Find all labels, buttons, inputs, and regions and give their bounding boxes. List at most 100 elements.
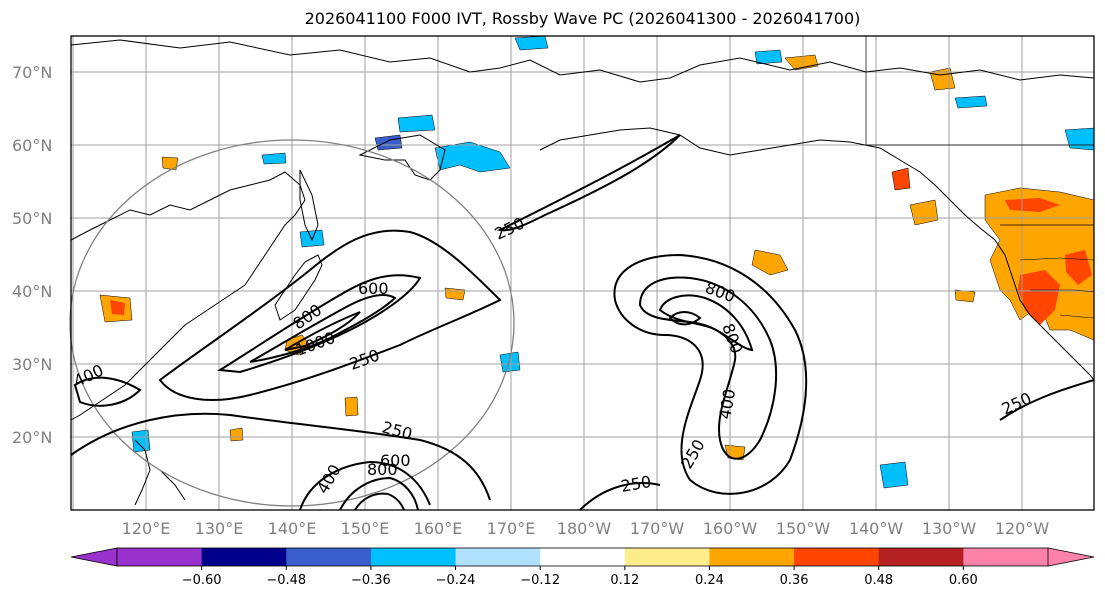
- shading-strong-positive-west-us: [1018, 270, 1060, 325]
- colorbar-tick-label: 0.48: [864, 573, 893, 588]
- shading-positive-philippine-sea: [229, 427, 244, 442]
- ivt-contour-250-asia: [158, 229, 502, 401]
- ivt-contour-250-subtropics: [579, 481, 661, 511]
- ivt-contour-400-asia: [216, 274, 422, 374]
- colorbar-ticks: −0.60 −0.48 −0.36 −0.24 −0.12 0.12 0.24 0.36 0.4…: [182, 566, 978, 588]
- colorbar-segment: [370, 548, 457, 566]
- state-borders: [1019, 257, 1095, 261]
- lat-label-20n: 20°N: [12, 428, 52, 447]
- colorbar-tick-label: −0.36: [351, 573, 391, 588]
- ivt-contour-800-asia: [284, 311, 361, 351]
- ivt-contour-250-california: [999, 379, 1095, 421]
- shading-negative-arctic: [754, 49, 783, 65]
- shading-negative-arctic-2: [514, 35, 549, 51]
- lon-label-120e: 120°E: [122, 519, 171, 538]
- shading-positive-west-pacific: [344, 396, 359, 417]
- lon-label-160e: 160°E: [414, 519, 463, 538]
- colorbar-tick-label: 0.12: [610, 573, 639, 588]
- lon-label-150w: 150°W: [776, 519, 831, 538]
- contour-label-asia-600: 600: [358, 279, 389, 298]
- colorbar-segment: [540, 548, 626, 566]
- shading-negative-kamchatka: [434, 141, 511, 173]
- coastlines: [70, 36, 1095, 506]
- graticule: [71, 36, 1094, 510]
- lon-label-120w: 120°W: [995, 519, 1050, 538]
- lon-label-160w: 160°W: [703, 519, 758, 538]
- colorbar-segment: [455, 548, 541, 566]
- ivt-contour-250-south: [70, 412, 491, 501]
- colorbar-tick-label: −0.24: [436, 573, 476, 588]
- ivt-contour-400-south: [299, 460, 431, 511]
- lat-label-30n: 30°N: [12, 355, 52, 374]
- shading-negative-canada: [954, 95, 988, 109]
- lon-label-170w: 170°W: [630, 519, 685, 538]
- ivt-contour-800-pacific-low: [668, 311, 702, 326]
- lon-label-180w: 180°W: [557, 519, 612, 538]
- colorbar-segment: [201, 548, 287, 566]
- shading-strong-positive-china: [110, 300, 125, 315]
- lat-label-40n: 40°N: [12, 282, 52, 301]
- ivt-contour-600-south: [339, 476, 419, 511]
- colorbar-extend-high: [1047, 547, 1095, 567]
- colorbar-tick-label: 0.36: [780, 573, 809, 588]
- colorbar-segment: [286, 548, 372, 566]
- colorbar-segment: [624, 548, 710, 566]
- north-america-coast: [539, 127, 1095, 381]
- lat-label-50n: 50°N: [12, 209, 52, 228]
- ivt-contour-800-south: [354, 492, 405, 511]
- colorbar-segment: [963, 548, 1049, 566]
- kamchatka-coast: [358, 134, 446, 181]
- colorbar-tick-label: 0.60: [949, 573, 978, 588]
- shading-negative-siberia: [261, 152, 287, 165]
- colorbar-segment: [709, 548, 795, 566]
- lat-label-70n: 70°N: [12, 63, 52, 82]
- colorbar-tick-label: −0.48: [266, 573, 306, 588]
- borneo-coast: [159, 469, 186, 501]
- state-borders-3: [1059, 314, 1095, 319]
- rossby-wave-region-circle: [69, 139, 515, 507]
- ivt-contour-250-pacific-low: [613, 253, 808, 495]
- colorbar: −0.60 −0.48 −0.36 −0.24 −0.12 0.12 0.24 0.36 0.4…: [70, 547, 1095, 588]
- japan-coast: [274, 254, 323, 321]
- philippines-coast: [134, 439, 151, 506]
- lon-label-170e: 170°E: [487, 519, 536, 538]
- colorbar-tick-label: −0.12: [520, 573, 560, 588]
- shading-negative-okhotsk-2: [397, 114, 436, 133]
- shading-positive-siberia: [161, 156, 179, 171]
- colorbar-outline: [116, 547, 1049, 567]
- state-borders-2: [1030, 289, 1095, 293]
- colorbar-segment: [878, 548, 964, 566]
- lon-label-140w: 140°W: [849, 519, 904, 538]
- ivt-contour-250-aleutian: [496, 134, 681, 232]
- map-frame: [70, 35, 1095, 511]
- lat-label-60n: 60°N: [12, 136, 52, 155]
- east-asia-coast: [70, 171, 306, 421]
- canada-alaska-border: [865, 36, 1094, 146]
- ivt-contour-600-pacific-low: [658, 294, 754, 352]
- colorbar-segment: [794, 548, 880, 566]
- lon-label-130e: 130°E: [195, 519, 244, 538]
- shading-negative-pacific: [499, 351, 521, 373]
- lon-label-150e: 150°E: [341, 519, 390, 538]
- latitude-labels: 70°N 60°N 50°N 40°N 30°N 20°N: [12, 63, 52, 447]
- colorbar-segments: [117, 548, 1049, 566]
- ivt-contours: [70, 134, 1095, 511]
- shading-positive-pacific-1: [751, 249, 789, 276]
- colorbar-tick-label: 0.24: [695, 573, 724, 588]
- shading-positive-offshore: [954, 289, 976, 303]
- map-background: [71, 36, 1094, 510]
- shading-positive-central-pacific: [444, 287, 466, 301]
- contour-label-south-600: 600: [380, 451, 411, 470]
- colorbar-extend-low: [70, 547, 118, 567]
- sakhalin-coast: [299, 169, 319, 242]
- ivt-contour-400-china: [73, 376, 142, 407]
- contour-label-south-800: 800: [367, 460, 398, 479]
- shading-strong-positive-bc: [1005, 198, 1060, 212]
- lon-label-140e: 140°E: [268, 519, 317, 538]
- arctic-coast: [70, 39, 1095, 83]
- shading-negative-philippines: [131, 429, 151, 453]
- map-title: 2026041100 F000 IVT, Rossby Wave PC (202…: [304, 9, 861, 28]
- colorbar-tick-label: −0.60: [182, 573, 222, 588]
- lon-label-130w: 130°W: [922, 519, 977, 538]
